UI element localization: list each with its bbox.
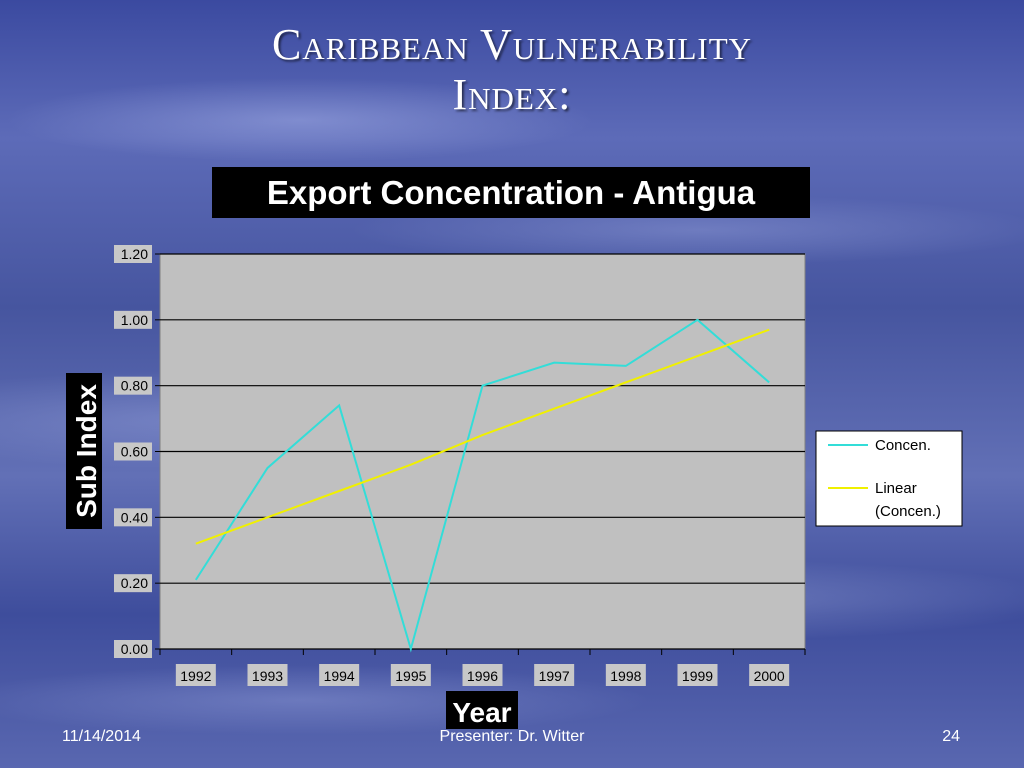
slide-title-line1: Caribbean Vulnerability — [271, 20, 753, 69]
y-tick-label: 0.80 — [121, 378, 148, 394]
slide-title-line2: Index: — [452, 70, 572, 119]
x-tick-label: 1992 — [180, 668, 211, 684]
x-tick-label-bg — [605, 664, 646, 686]
y-tick-label-bg — [114, 245, 152, 263]
footer-page-number: 24 — [942, 728, 960, 745]
footer-date: 11/14/2014 — [62, 728, 141, 745]
x-tick-label-bg — [175, 664, 216, 686]
slide-title: Caribbean Vulnerability Index: — [0, 20, 1024, 120]
legend — [815, 430, 963, 527]
x-tick-label: 1999 — [682, 668, 713, 684]
legend-label-concen: Concen. — [875, 437, 931, 454]
x-tick-label: 1994 — [324, 668, 355, 684]
x-axis-label-bg — [446, 691, 518, 729]
legend-label-linear-line1: Linear — [875, 480, 917, 497]
x-tick-label: 1995 — [395, 668, 426, 684]
footer-presenter: Presenter: Dr. Witter — [439, 728, 585, 745]
x-tick-label: 1998 — [610, 668, 641, 684]
y-tick-label-bg — [114, 574, 152, 593]
x-tick-label-bg — [462, 664, 503, 686]
y-axis-label: Sub Index — [71, 384, 102, 518]
y-tick-label: 0.60 — [121, 444, 148, 460]
y-tick-label-bg — [114, 376, 152, 395]
x-tick-label: 1996 — [467, 668, 498, 684]
y-tick-label: 1.20 — [121, 246, 148, 262]
y-tick-label-bg — [114, 508, 152, 527]
legend-label-linear-line2: (Concen.) — [875, 503, 941, 520]
x-tick-label-bg — [390, 664, 431, 686]
y-tick-label-bg — [114, 640, 152, 658]
y-tick-label: 0.40 — [121, 509, 148, 525]
x-tick-label-bg — [247, 664, 288, 686]
y-tick-label-bg — [114, 442, 152, 461]
x-tick-label: 2000 — [754, 668, 785, 684]
y-axis-label-bg — [66, 373, 102, 529]
x-tick-label-bg — [534, 664, 575, 686]
x-tick-label: 1997 — [539, 668, 570, 684]
x-tick-label-bg — [749, 664, 790, 686]
x-tick-label-bg — [319, 664, 360, 686]
chart-title: Export Concentration - Antigua — [212, 167, 810, 218]
y-tick-label: 0.00 — [121, 641, 148, 657]
x-axis-label: Year — [452, 697, 511, 728]
y-tick-label-bg — [114, 310, 152, 329]
y-tick-label: 0.20 — [121, 575, 148, 591]
x-tick-label: 1993 — [252, 668, 283, 684]
x-tick-label-bg — [677, 664, 718, 686]
y-tick-label: 1.00 — [121, 312, 148, 328]
